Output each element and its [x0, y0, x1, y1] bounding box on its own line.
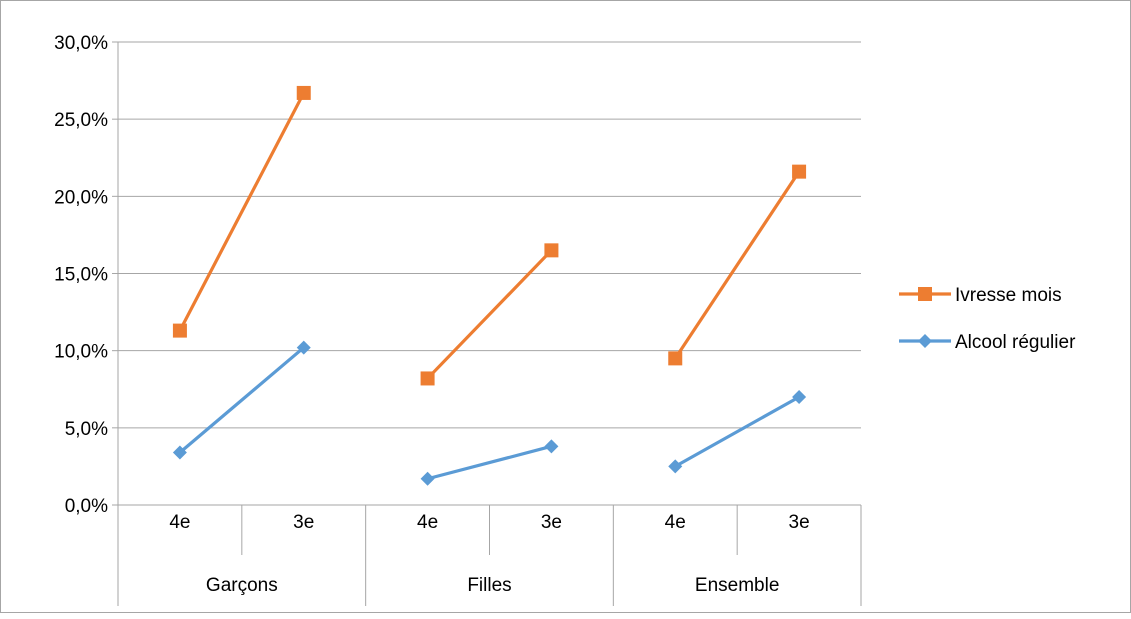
- data-point: [668, 459, 683, 474]
- legend-item: Alcool régulier: [899, 332, 1076, 353]
- legend-marker: [918, 334, 932, 348]
- series-line: [178, 91, 306, 333]
- legend: Ivresse mois Alcool régulier: [899, 285, 1076, 353]
- y-tick-label: 0,0%: [65, 496, 108, 517]
- series-alcool-regulier: [172, 340, 807, 486]
- data-point: [296, 85, 311, 100]
- series: [172, 85, 807, 486]
- data-point: [420, 471, 435, 486]
- legend-label: Ivresse mois: [955, 285, 1062, 306]
- x-group-label: Garçons: [206, 575, 278, 596]
- x-tick-label: 3e: [541, 512, 562, 533]
- y-tick-label: 25,0%: [54, 110, 108, 131]
- data-point: [172, 323, 187, 338]
- y-tick-label: 30,0%: [54, 33, 108, 54]
- x-tick-label: 4e: [665, 512, 686, 533]
- legend-label: Alcool régulier: [955, 332, 1076, 353]
- x-group-label: Filles: [467, 575, 511, 596]
- series-line: [673, 395, 801, 469]
- data-point: [792, 389, 807, 404]
- axes: 0,0% 5,0% 10,0% 15,0% 20,0% 25,0% 30,0% 4e 3e 4e 3…: [54, 33, 862, 606]
- y-tick-label: 20,0%: [54, 187, 108, 208]
- data-point: [420, 371, 435, 386]
- legend-marker: [918, 287, 932, 301]
- x-tick-label: 3e: [789, 512, 810, 533]
- data-point: [544, 439, 559, 454]
- data-point: [544, 243, 559, 258]
- x-tick-label: 4e: [417, 512, 438, 533]
- y-tick-label: 10,0%: [54, 342, 108, 363]
- x-tick-label: 4e: [169, 512, 190, 533]
- series-line: [425, 248, 554, 381]
- data-point: [296, 340, 311, 355]
- series-line: [178, 345, 306, 455]
- series-ivresse-mois: [172, 85, 807, 386]
- data-point: [172, 445, 187, 460]
- series-line: [425, 444, 554, 481]
- legend-item: Ivresse mois: [899, 285, 1062, 306]
- data-point: [668, 351, 683, 366]
- series-line: [673, 170, 801, 360]
- gridlines: [118, 41, 861, 506]
- x-group-label: Ensemble: [695, 575, 780, 596]
- data-point: [792, 164, 807, 179]
- y-tick-label: 15,0%: [54, 265, 108, 286]
- x-tick-label: 3e: [293, 512, 314, 533]
- y-tick-label: 5,0%: [65, 419, 108, 440]
